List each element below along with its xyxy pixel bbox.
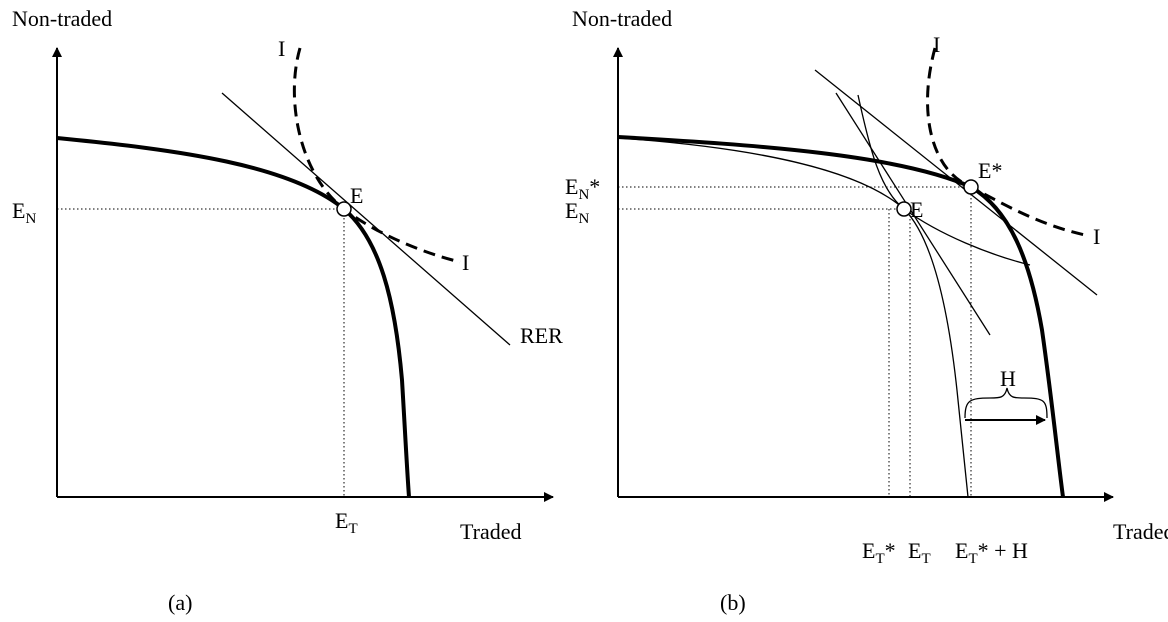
indifference-curve (926, 47, 1086, 237)
y-axis-label: Non-traded (12, 6, 112, 31)
et-star-label: ET* (862, 538, 896, 567)
label-sub: T (921, 551, 930, 567)
ppf-curve (56, 136, 411, 498)
label-sub: N (578, 211, 589, 227)
label-rest: * + H (978, 538, 1028, 563)
i-label: I (933, 32, 940, 57)
label-sub: T (968, 551, 977, 567)
label-main: E (565, 198, 578, 223)
label-sub: N (25, 211, 36, 227)
equilibrium-point (896, 201, 912, 217)
point-label: E (910, 197, 923, 222)
x-axis-label: Traded (460, 519, 522, 544)
brace (964, 387, 1048, 419)
price-line (814, 69, 1098, 296)
guide-lines (888, 209, 911, 497)
h-label: H (1000, 366, 1016, 391)
label-rest: * (885, 538, 896, 563)
label-main: E (565, 174, 578, 199)
en-label: EN (565, 198, 589, 227)
guide-lines (618, 186, 972, 497)
indifference-curve (292, 47, 461, 264)
label-sub: T (348, 521, 357, 537)
equilibrium-point (963, 179, 979, 195)
label-main: E (908, 538, 921, 563)
i-label: I (278, 36, 285, 61)
point-star-label: E* (978, 158, 1002, 183)
x-axis-label: Traded (1113, 519, 1168, 544)
label-main: E (12, 198, 25, 223)
panel-a: Non-traded Traded E I I RER EN ET (a) (12, 6, 563, 615)
ppf-curve (617, 135, 1065, 498)
label-rest: * (589, 174, 600, 199)
label-sub: T (875, 551, 884, 567)
panel-b: Non-traded Traded E E* I I H EN* EN ET* … (565, 6, 1168, 615)
en-star-label: EN* (565, 174, 600, 203)
y-axis-label: Non-traded (572, 6, 672, 31)
rer-label: RER (520, 323, 563, 348)
et-label: ET (908, 538, 931, 567)
caption: (b) (720, 590, 746, 615)
label-main: E (955, 538, 968, 563)
en-label: EN (12, 198, 36, 227)
equilibrium-point (336, 201, 352, 217)
guide-lines (57, 208, 345, 497)
et-label: ET (335, 508, 358, 537)
price-line (835, 92, 991, 336)
point-label: E (350, 183, 363, 208)
ppf-curve-inner (617, 137, 969, 498)
i-label: I (1093, 224, 1100, 249)
caption: (a) (168, 590, 192, 615)
indifference-curve (857, 94, 1031, 266)
label-main: E (862, 538, 875, 563)
et-star-h-label: ET* + H (955, 538, 1028, 567)
i-label: I (462, 250, 469, 275)
rer-line (221, 92, 511, 346)
label-sub: N (578, 187, 589, 203)
label-main: E (335, 508, 348, 533)
